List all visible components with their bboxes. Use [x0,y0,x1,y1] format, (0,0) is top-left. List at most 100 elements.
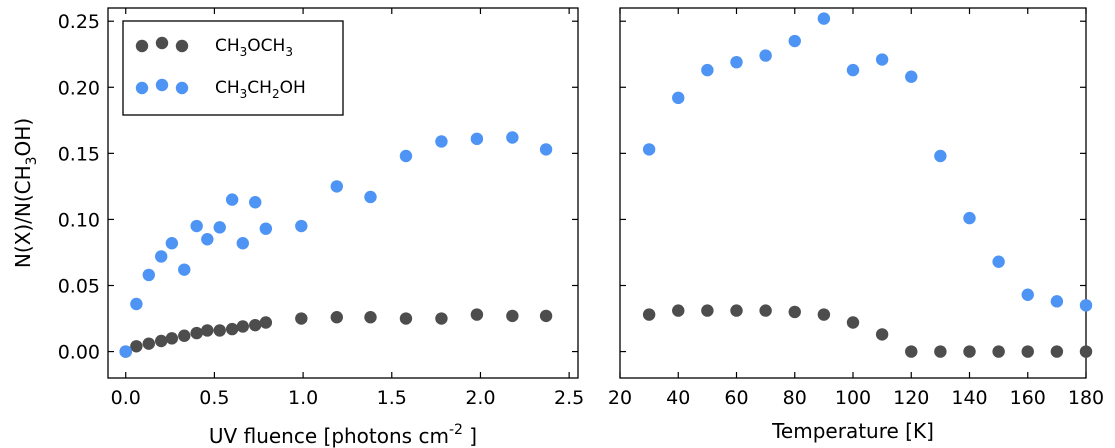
data-point-ch3och3 [213,324,226,337]
x-tick-label: 80 [783,387,807,409]
data-point-ch3ch2oh [295,219,308,233]
legend-item-ch3ch2oh: CH3CH2OH [135,78,306,101]
x-tick-label: 40 [666,387,690,409]
x-tick-label: 180 [1068,387,1104,409]
y-axis-label: N(X)/N(CH3OH) [11,118,40,268]
temperature-panel: 20 40 60 80 100 120 140 160 180 [608,7,1104,409]
legend-item-ch3och3: CH3OCH3 [135,36,293,59]
data-point-ch3och3 [142,337,155,350]
legend: CH3OCH3 CH3CH2OH [122,20,344,116]
data-point-ch3ch2oh [934,149,947,163]
x-axis-label-uv-fluence: UV fluence [photons cm-2 ] [209,422,477,448]
data-point-ch3och3 [399,312,413,325]
data-point-ch3och3 [642,308,656,321]
data-point-ch3och3 [130,340,143,353]
data-point-ch3ch2oh [165,237,179,250]
legend-marker [155,78,169,92]
data-point-ch3ch2oh [875,53,889,66]
data-point-ch3ch2oh [817,12,831,25]
data-point-ch3ch2oh [259,222,273,235]
legend-marker [175,81,189,95]
data-point-ch3ch2oh [364,190,377,204]
legend-marker [155,36,169,50]
data-point-ch3och3 [470,308,484,321]
data-point-ch3och3 [1050,345,1064,358]
uv-fluence-panel: 0.0 0.5 1.0 1.5 2.0 2.5 0.00 0.05 0.10 0.15 0.20 0.… [58,7,584,409]
x-tick-label: 1.0 [288,387,318,409]
data-point-ch3och3 [178,329,191,342]
data-point-ch3ch2oh [236,237,249,250]
data-point-ch3och3 [201,324,214,337]
data-point-ch3ch2oh [642,143,656,156]
data-point-ch3ch2oh [1021,288,1034,301]
data-point-ch3ch2oh [1079,299,1093,312]
data-point-ch3och3 [846,316,860,329]
data-point-ch3ch2oh [788,34,801,48]
data-point-ch3ch2oh [701,63,714,77]
data-point-ch3ch2oh [330,180,343,193]
x-tick-label: 1.5 [377,387,407,409]
x-axis-label-temperature: Temperature [K] [771,419,934,443]
data-point-ch3och3 [155,334,168,348]
data-point-ch3ch2oh [1050,295,1064,308]
data-point-ch3och3 [759,304,772,317]
data-point-ch3ch2oh [155,250,168,263]
data-point-ch3och3 [364,311,377,324]
y-tick-label: 0.05 [58,276,100,298]
data-point-ch3och3 [817,308,831,321]
data-point-ch3och3 [225,322,239,336]
data-point-ch3ch2oh [142,268,155,282]
data-point-ch3och3 [330,311,343,324]
data-point-ch3ch2oh [539,143,553,156]
legend-label: CH3CH2OH [215,78,306,101]
data-point-ch3ch2oh [846,63,860,77]
data-point-ch3och3 [701,304,714,317]
y-tick-label: 0.10 [58,209,100,231]
legend-label: CH3OCH3 [215,36,293,59]
x-tick-label: 2.0 [465,387,495,409]
data-point-ch3och3 [672,304,685,317]
data-point-ch3ch2oh [399,149,413,163]
legend-box [122,20,344,116]
data-point-ch3ch2oh [470,132,484,146]
data-point-ch3och3 [506,309,519,323]
data-point-ch3ch2oh [178,263,191,276]
data-point-ch3ch2oh [119,345,132,358]
data-point-ch3och3 [905,345,918,358]
data-point-ch3ch2oh [963,211,976,225]
data-point-ch3ch2oh [201,233,214,246]
data-point-ch3och3 [236,320,249,333]
data-point-ch3och3 [1079,345,1093,358]
data-point-ch3och3 [1021,345,1034,358]
data-point-ch3och3 [259,316,273,329]
data-point-ch3ch2oh [759,49,772,62]
data-point-ch3ch2oh [992,255,1005,268]
y-tick-label: 0.00 [58,342,100,364]
data-point-ch3ch2oh [730,55,743,69]
data-point-ch3ch2oh [190,219,203,233]
data-point-ch3ch2oh [435,135,448,148]
data-point-ch3och3 [165,332,179,345]
y-tick-label: 0.25 [58,11,100,33]
data-point-ch3och3 [992,345,1005,358]
data-point-ch3och3 [539,309,553,323]
plot-frame [107,7,579,379]
data-point-ch3och3 [435,312,448,325]
axis-labels: UV fluence [photons cm-2 ] Temperature [K… [11,118,934,448]
data-point-ch3och3 [934,345,947,358]
data-point-ch3och3 [730,304,743,317]
data-point-ch3ch2oh [905,70,918,83]
x-tick-label: 0.0 [111,387,141,409]
data-point-ch3och3 [788,305,801,319]
data-point-ch3och3 [963,345,976,358]
x-tick-label: 20 [608,387,632,409]
data-point-ch3ch2oh [130,297,143,311]
data-point-ch3och3 [190,326,203,340]
legend-marker [135,81,149,95]
data-point-ch3och3 [875,328,889,341]
x-tick-label: 140 [951,387,987,409]
x-tick-label: 0.5 [199,387,229,409]
x-tick-label: 160 [1010,387,1046,409]
x-tick-label: 2.5 [554,387,584,409]
